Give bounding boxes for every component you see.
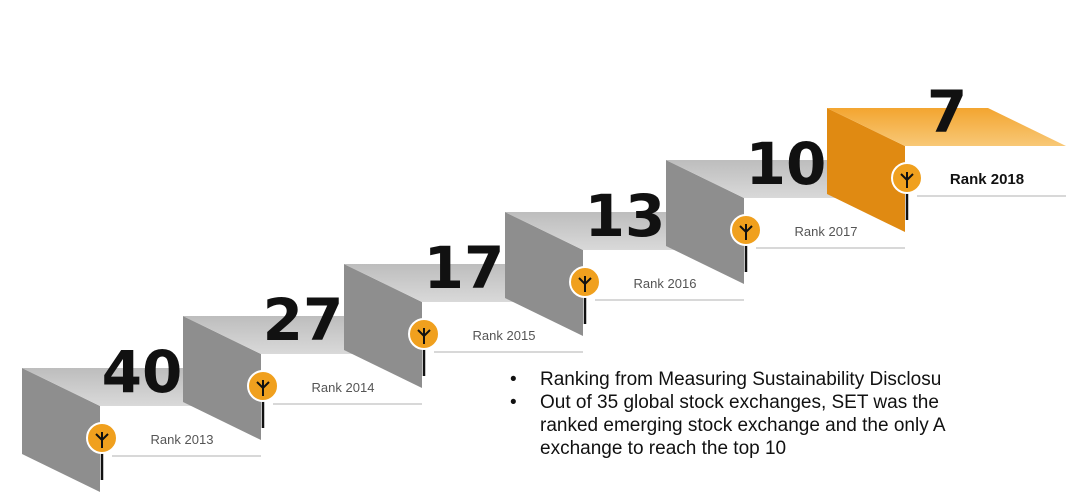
rank-label: Rank 2014 (312, 380, 375, 395)
rank-number: 27 (263, 286, 344, 354)
rank-label: Rank 2018 (950, 171, 1024, 188)
rank-number: 40 (102, 338, 183, 406)
step-riser (905, 146, 1066, 232)
rank-number: 17 (424, 234, 505, 302)
rank-number: 13 (585, 182, 666, 250)
bullet-dot: • (510, 369, 517, 390)
infographic: 40 Rank 2013 27 Rank 2014 17 Rank 2015 13 Rank … (0, 0, 1092, 492)
bullet-list: • Ranking from Measuring Sustainability D… (510, 369, 946, 459)
rank-label: Rank 2015 (473, 328, 536, 343)
step: 7 Rank 2018 (827, 78, 1066, 232)
bullet-text: ranked emerging stock exchange and the o… (540, 415, 946, 436)
rank-label: Rank 2013 (151, 432, 214, 447)
rank-number: 10 (746, 130, 827, 198)
bullet-dot: • (510, 392, 517, 413)
rank-label: Rank 2016 (634, 276, 697, 291)
bullet-text: exchange to reach the top 10 (540, 438, 786, 459)
rank-label: Rank 2017 (795, 224, 858, 239)
bullet-text: Out of 35 global stock exchanges, SET wa… (540, 392, 939, 413)
rank-number: 7 (927, 78, 967, 146)
bullet-text: Ranking from Measuring Sustainability Di… (540, 369, 941, 390)
